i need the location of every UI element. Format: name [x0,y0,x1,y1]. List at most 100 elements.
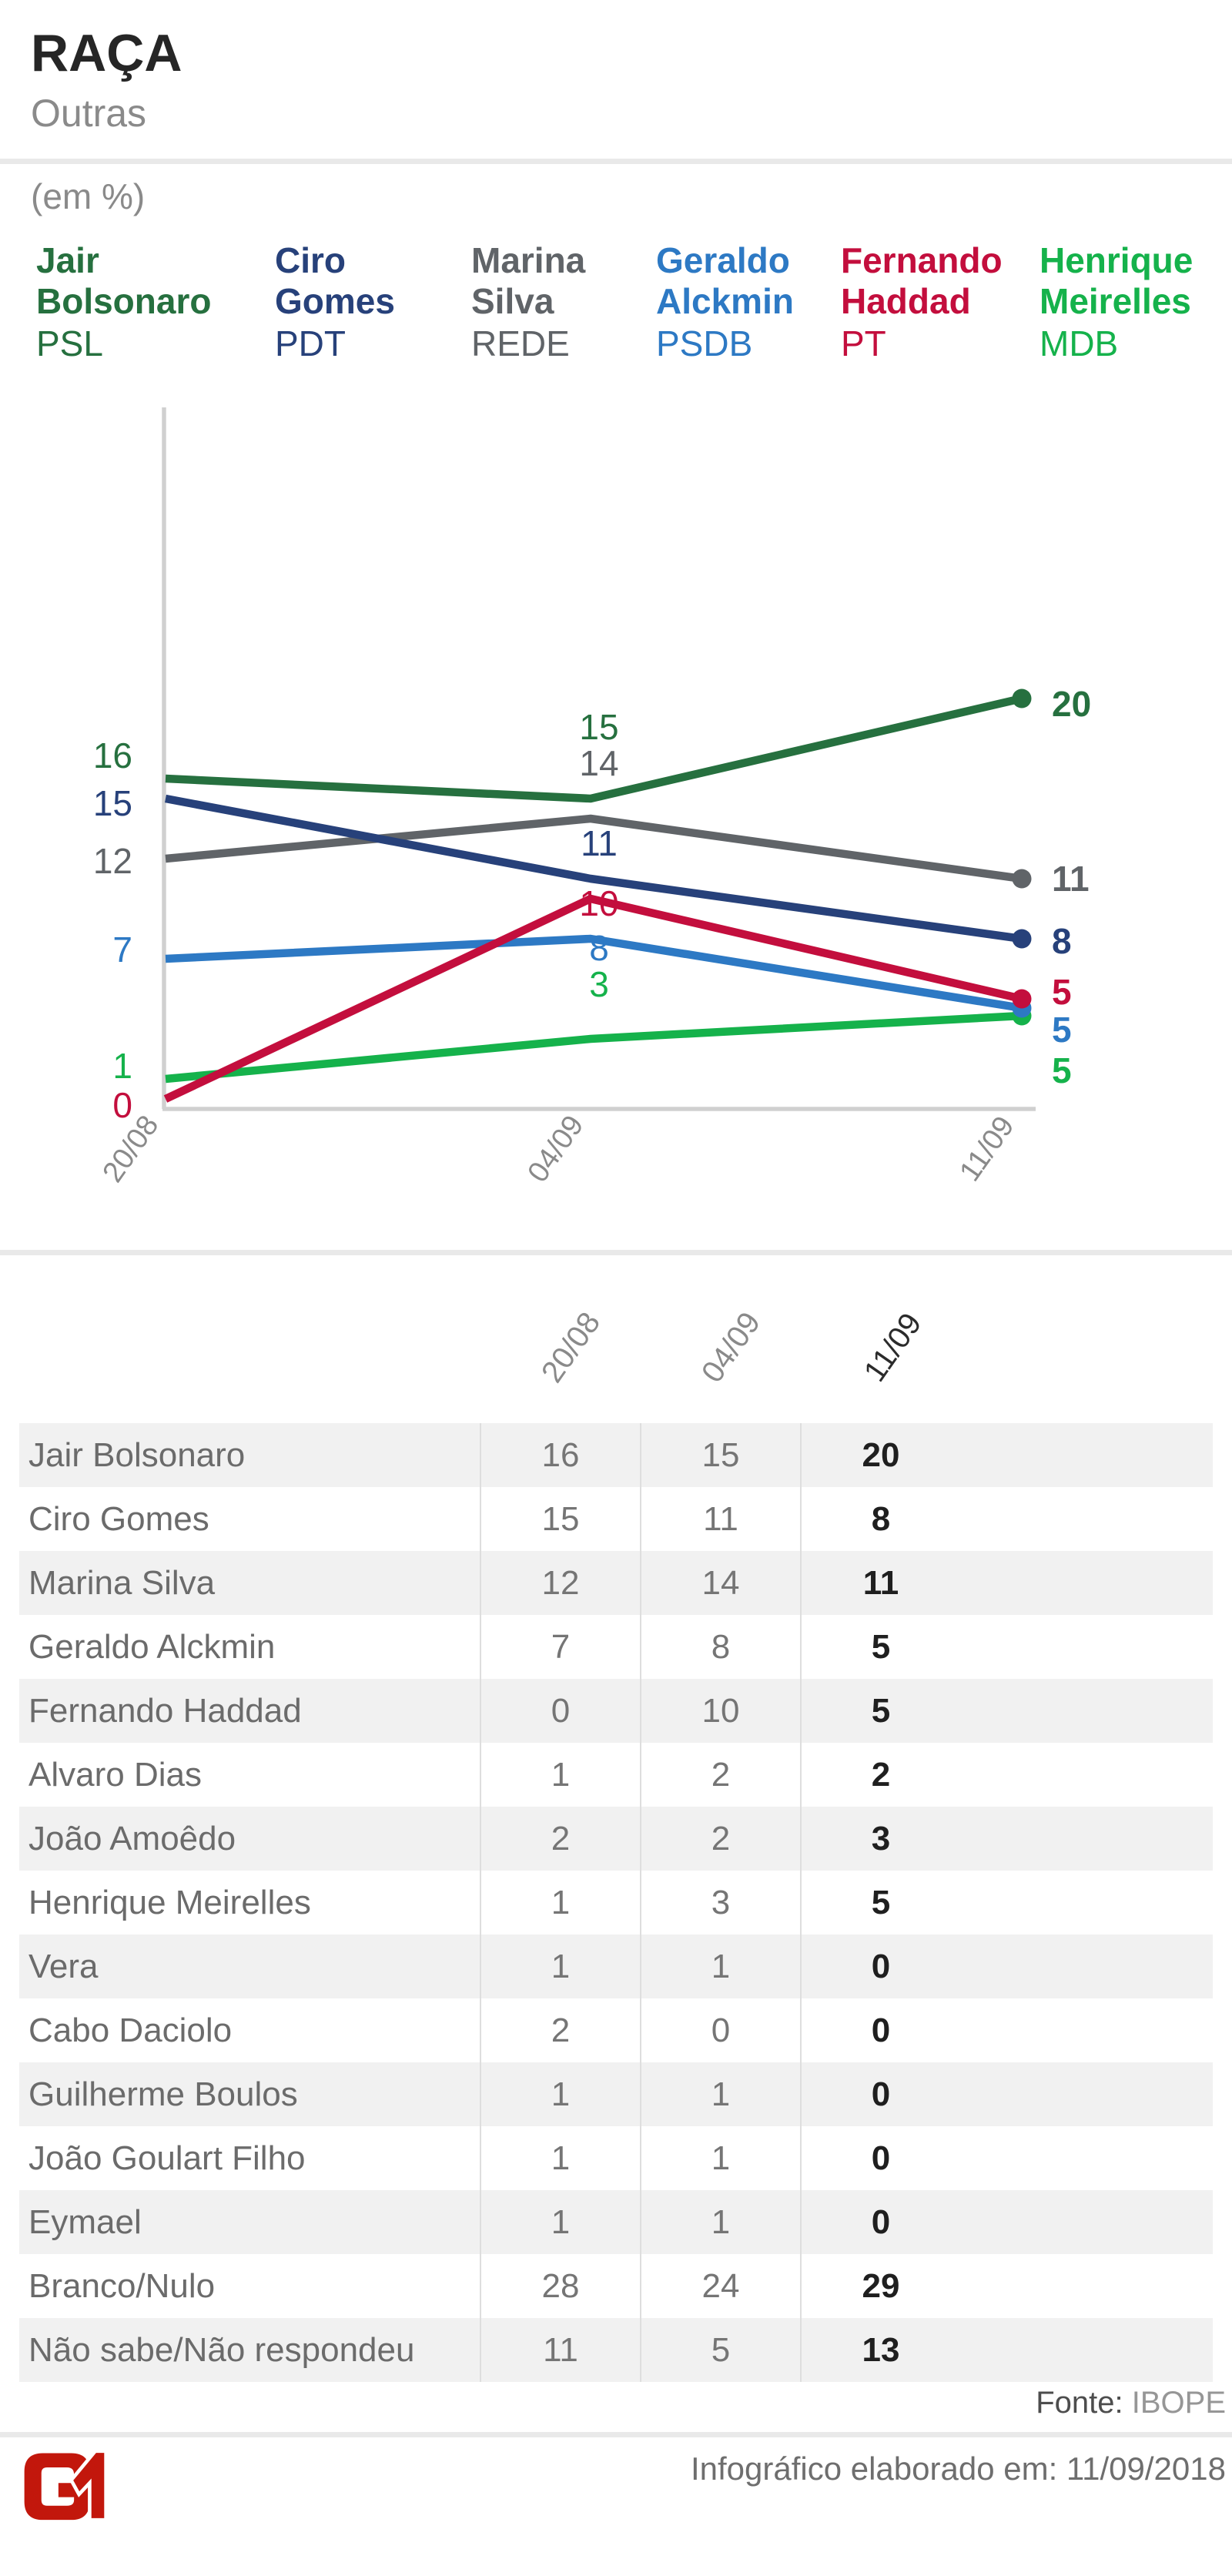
g1-logo-one-glyph [69,2449,108,2521]
table-cell: 7 [480,1615,640,1679]
row-filler [960,2062,1213,2126]
table-cell: 5 [800,1679,960,1743]
x-axis-label: 04/09 [522,1110,591,1188]
line-chart: 16 15 20 15 11 8 12 14 11 7 8 5 0 10 5 1 3 5 20/08 04/09 11/… [93,407,1091,1188]
g1-logo-g-glyph [24,2453,90,2521]
page-title: RAÇA [31,24,182,82]
table-row: Ciro Gomes 15 11 8 [19,1487,1213,1551]
chart-line-pt [163,894,1023,1103]
row-label: Jair Bolsonaro [28,1436,246,1474]
row-filler [960,1551,1213,1615]
table-cell: 3 [640,1871,800,1935]
row-label: Vera [28,1948,99,1985]
value-label-mid: 10 [579,883,618,923]
table-cell: 5 [800,1615,960,1679]
row-filler [960,1423,1213,1487]
legend-item: Geraldo Alckmin PSDB [656,240,794,364]
table-cell: 2 [640,1743,800,1807]
table-cell: 11 [800,1551,960,1615]
row-filler [960,1679,1213,1743]
legend-item: Marina Silva REDE [471,240,585,364]
legend-item: Ciro Gomes PDT [275,240,395,364]
chart-line-rede [165,814,1023,883]
table-row: João Goulart Filho 1 1 0 [19,2126,1213,2190]
table-cell: 1 [640,1935,800,1998]
table-cell: 0 [640,1998,800,2062]
table-row: Não sabe/Não respondeu 11 5 13 [19,2318,1213,2382]
party-label: PT [841,323,886,363]
table-cell: 1 [480,1743,640,1807]
table-cell: 11 [640,1487,800,1551]
table-cell: 0 [800,2190,960,2254]
table-row: Cabo Daciolo 2 0 0 [19,1998,1213,2062]
row-filler [960,1871,1213,1935]
table-cell: 8 [640,1615,800,1679]
value-label-left: 0 [112,1085,132,1125]
row-filler [960,2318,1213,2382]
row-filler [960,1743,1213,1807]
table-row: Branco/Nulo 28 24 29 [19,2254,1213,2318]
party-label: MDB [1040,323,1119,363]
table-cell: 8 [800,1487,960,1551]
row-label: Não sabe/Não respondeu [28,2331,415,2369]
table-cell: 1 [480,2062,640,2126]
value-label-right: 5 [1052,1010,1072,1050]
row-label: Fernando Haddad [28,1692,302,1730]
source-line: Fonte: IBOPE [1036,2386,1226,2420]
table-row: Guilherme Boulos 1 1 0 [19,2062,1213,2126]
row-label: Branco/Nulo [28,2267,216,2305]
table-cell: 0 [480,1679,640,1743]
g1-logo [24,2449,108,2521]
row-label: Guilherme Boulos [28,2075,298,2113]
row-label: Ciro Gomes [28,1500,209,1538]
value-label-right: 11 [1052,859,1090,899]
table-cell: 1 [640,2190,800,2254]
table-cell: 12 [480,1551,640,1615]
table-row: Henrique Meirelles 1 3 5 [19,1871,1213,1935]
party-label: PDT [275,323,346,363]
table-cell: 24 [640,2254,800,2318]
value-label-left: 15 [93,783,132,823]
table-cell: 5 [640,2318,800,2382]
party-label: PSL [36,323,103,363]
table-cell: 10 [640,1679,800,1743]
legend-item: Fernando Haddad PT [841,240,1003,364]
table-row: João Amoêdo 2 2 3 [19,1807,1213,1871]
row-label: Marina Silva [28,1564,216,1602]
table-row: Eymael 1 1 0 [19,2190,1213,2254]
value-label-mid: 11 [581,823,618,863]
row-label: Alvaro Dias [28,1756,202,1794]
table-cell: 14 [640,1551,800,1615]
row-label: Cabo Daciolo [28,2012,233,2049]
value-label-left: 1 [112,1046,132,1086]
value-label-right: 20 [1052,684,1091,724]
table-cell: 5 [800,1871,960,1935]
value-label-mid: 3 [589,964,609,1004]
value-label-right: 5 [1052,972,1072,1012]
table-cell: 15 [640,1423,800,1487]
value-label-left: 12 [93,841,132,881]
table-cell: 0 [800,1935,960,1998]
column-header: 11/09 [857,1307,929,1388]
unit-label: (em %) [31,176,146,216]
table-cell: 1 [480,2126,640,2190]
chart-endpoint-dot [1012,869,1032,889]
credit-line: Infográfico elaborado em: 11/09/2018 [690,2450,1226,2487]
candidate-name: Ciro Gomes [275,240,395,321]
value-label-mid: 8 [589,928,609,968]
table-row: Jair Bolsonaro 16 15 20 [19,1423,1213,1487]
chart-line-psdb [165,934,1023,1013]
legend-item: Henrique Meirelles MDB [1040,240,1193,364]
table-row: Fernando Haddad 0 10 5 [19,1679,1213,1743]
table-cell: 0 [800,2126,960,2190]
row-filler [960,1615,1213,1679]
table-cell: 16 [480,1423,640,1487]
table-cell: 0 [800,2062,960,2126]
table-cell: 2 [640,1807,800,1871]
candidate-name: Jair Bolsonaro [36,240,212,321]
table-cell: 28 [480,2254,640,2318]
row-filler [960,2126,1213,2190]
value-label-left: 16 [93,735,132,775]
table-cell: 2 [800,1743,960,1807]
